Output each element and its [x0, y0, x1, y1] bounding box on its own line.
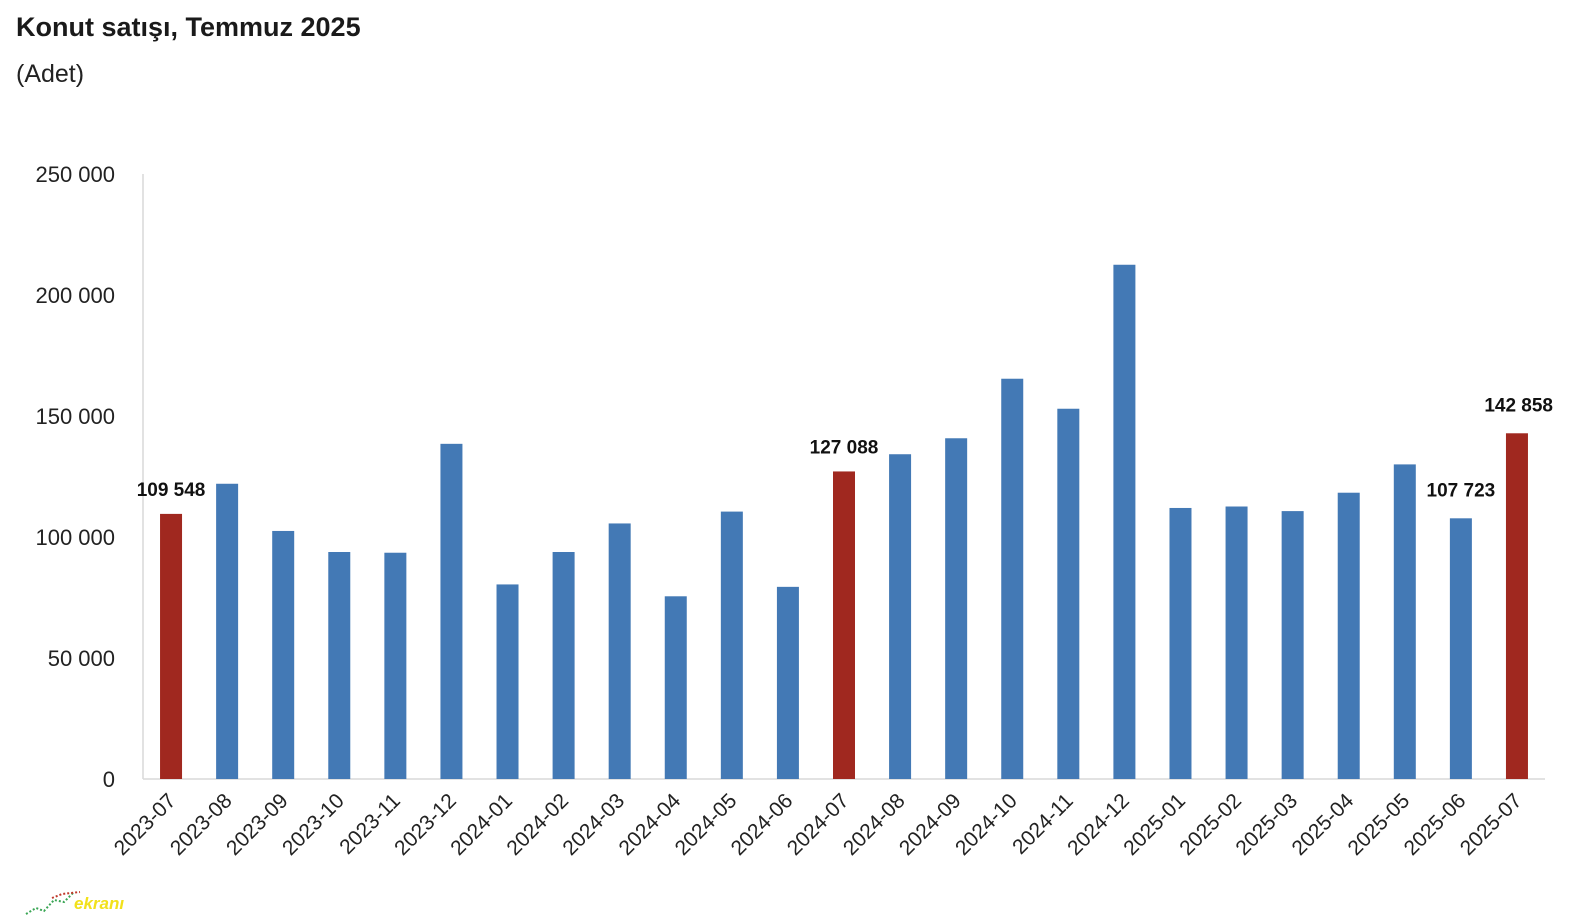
watermark-logo: ekranı: [22, 888, 142, 918]
x-tick-label: 2023-08: [166, 789, 237, 860]
bar: [1057, 408, 1080, 779]
x-tick-label: 2023-10: [278, 789, 349, 860]
x-tick-label: 2025-07: [1456, 789, 1527, 860]
x-tick-label: 2025-01: [1119, 789, 1190, 860]
bar: [440, 443, 463, 779]
chart-title: Konut satışı, Temmuz 2025: [16, 12, 361, 42]
chart-subtitle: (Adet): [16, 60, 85, 88]
x-tick-label: 2024-07: [783, 789, 854, 860]
bar: [608, 523, 631, 779]
bar: [945, 438, 968, 779]
bar: [1281, 511, 1304, 779]
data-label: 107 723: [1427, 480, 1496, 501]
bar: [552, 552, 575, 779]
x-tick-label: 2025-03: [1231, 789, 1302, 860]
y-tick-label: 200 000: [35, 283, 115, 308]
x-tick-label: 2024-12: [1063, 789, 1134, 860]
y-tick-label: 250 000: [35, 162, 115, 187]
x-tick-label: 2025-02: [1175, 789, 1246, 860]
x-tick-label: 2024-03: [558, 789, 629, 860]
x-tick-label: 2024-08: [839, 789, 910, 860]
bar: [1449, 518, 1472, 779]
bar: [272, 530, 295, 779]
bar: [384, 552, 407, 779]
bar: [1225, 506, 1248, 779]
x-tick-label: 2024-09: [895, 789, 966, 860]
y-tick-label: 150 000: [35, 404, 115, 429]
x-tick-label: 2023-09: [222, 789, 293, 860]
x-tick-label: 2023-12: [390, 789, 461, 860]
bar: [1393, 464, 1416, 779]
bar: [664, 596, 687, 779]
bar: [1169, 507, 1192, 779]
bar: [1001, 378, 1024, 779]
x-tick-label: 2024-05: [671, 789, 742, 860]
x-tick-label: 2024-06: [727, 789, 798, 860]
data-label: 127 088: [810, 437, 879, 458]
y-tick-label: 0: [103, 767, 115, 792]
chart-trend-icon: [25, 891, 81, 915]
bar: [889, 454, 912, 779]
x-tick-label: 2025-05: [1344, 789, 1415, 860]
x-tick-labels: 2023-072023-082023-092023-102023-112023-…: [110, 789, 1527, 860]
bar: [776, 586, 799, 779]
bar: [160, 513, 183, 779]
y-axis: 0 50 000 100 000 150 000 200 000 250 000: [35, 162, 144, 792]
data-label: 142 858: [1484, 395, 1553, 416]
bar: [833, 471, 855, 779]
y-tick-label: 50 000: [48, 646, 115, 671]
x-tick-label: 2024-02: [502, 789, 573, 860]
x-tick-label: 2024-01: [446, 789, 517, 860]
y-tick-label: 100 000: [35, 525, 115, 550]
x-tick-label: 2024-10: [951, 789, 1022, 860]
data-label: 109 548: [137, 480, 206, 501]
x-tick-label: 2023-07: [110, 789, 181, 860]
x-tick-label: 2025-06: [1400, 789, 1471, 860]
data-labels: 109 548 127 088 107 723 142 858: [137, 395, 1553, 501]
bar: [216, 483, 239, 779]
bar: [328, 552, 351, 779]
bar: [1113, 264, 1136, 779]
bar: [1505, 433, 1528, 779]
bar: [720, 511, 743, 779]
bar: [496, 584, 519, 779]
watermark-text: ekranı: [74, 894, 125, 913]
bar: [1337, 492, 1360, 779]
bars: [160, 264, 1528, 779]
